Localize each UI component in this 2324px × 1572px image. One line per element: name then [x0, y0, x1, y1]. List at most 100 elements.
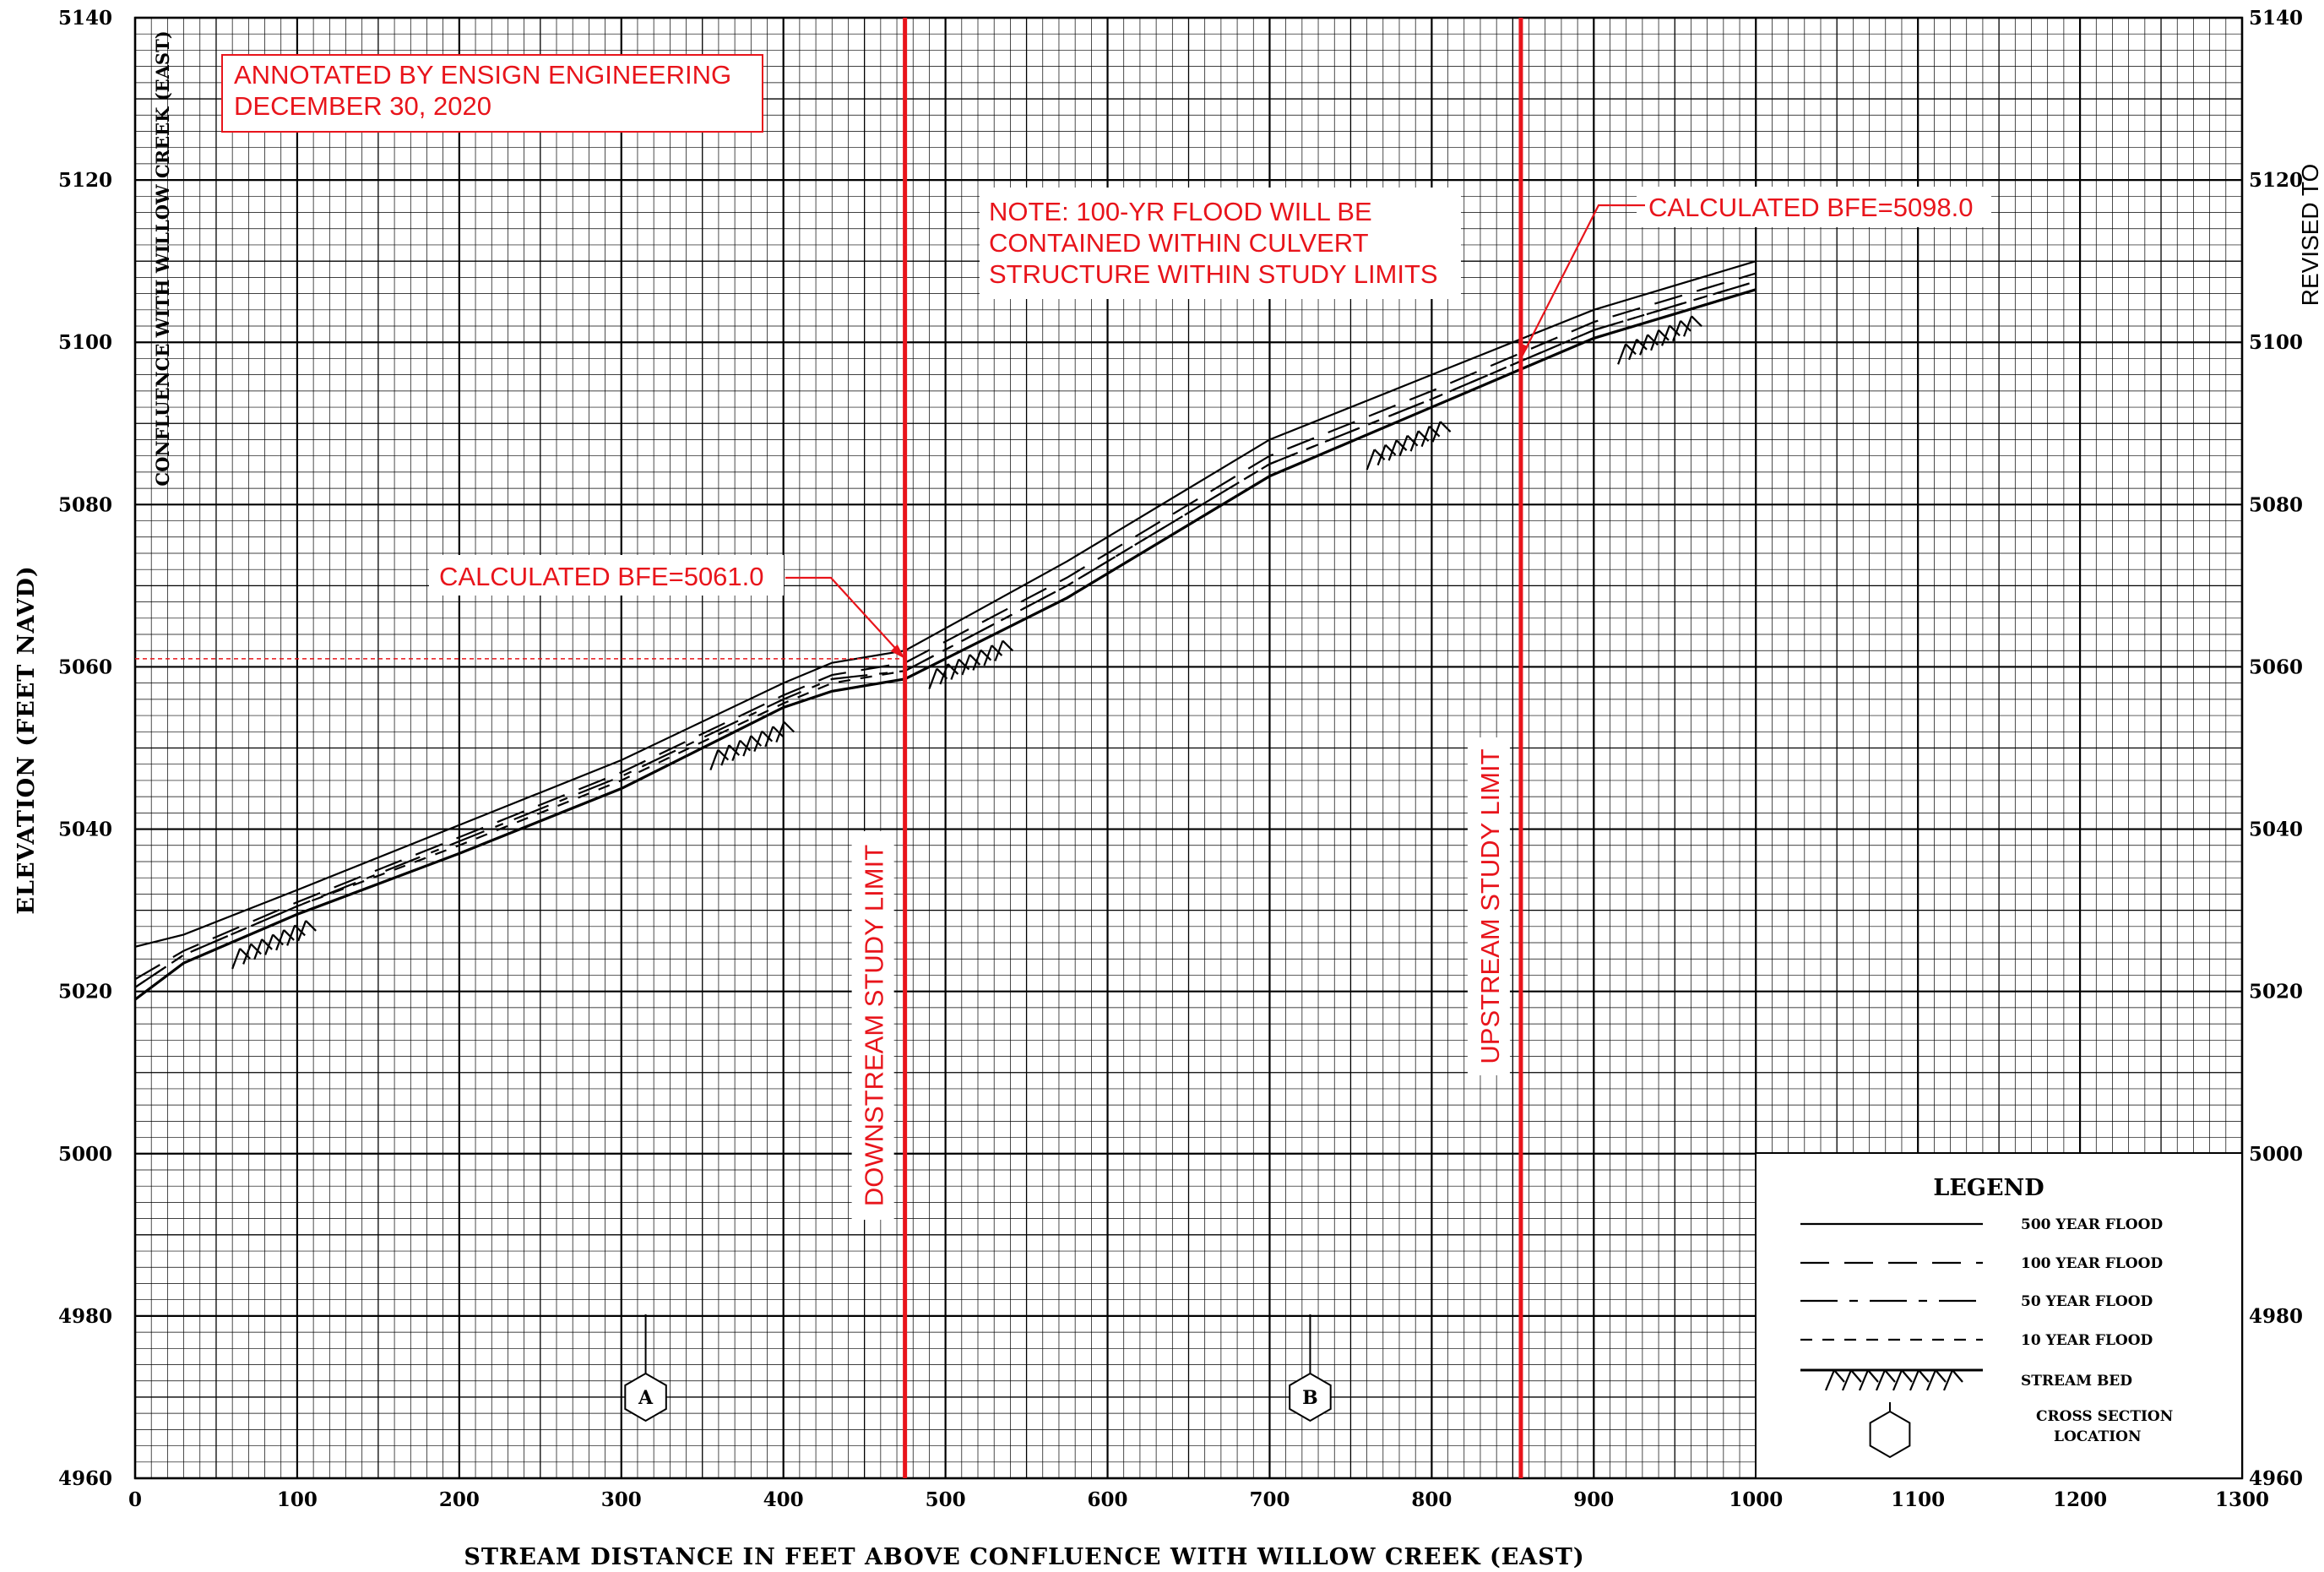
hatch-stroke — [936, 667, 948, 680]
hatch-stroke — [1376, 444, 1387, 466]
stamp-line2: DECEMBER 30, 2020 — [234, 91, 491, 121]
y-axis-title: ELEVATION (FEET NAVD) — [14, 565, 40, 914]
right-y-tick-label: 5060 — [2249, 655, 2303, 678]
note-line1: NOTE: 100-YR FLOOD WILL BE — [989, 197, 1372, 226]
legend-label: 100 YEAR FLOOD — [2021, 1255, 2163, 1272]
bfe-leader — [1519, 204, 1645, 359]
hatch-stroke — [1373, 449, 1386, 460]
cross-section-hexagon — [1869, 1410, 1911, 1459]
cross-section-b: B — [1289, 1314, 1332, 1422]
hatch-stroke — [253, 938, 263, 960]
culvert-note: NOTE: 100-YR FLOOD WILL BE CONTAINED WIT… — [980, 188, 1461, 299]
hatch-stroke — [1650, 329, 1660, 351]
hatch-stroke — [305, 920, 317, 932]
legend-hatch — [1824, 1369, 1836, 1391]
right-y-tick-label: 4980 — [2249, 1305, 2303, 1328]
bed-hatch — [709, 721, 795, 770]
legend-label: 500 YEAR FLOOD — [2021, 1216, 2163, 1233]
hatch-stroke — [742, 735, 752, 757]
hatch-stroke — [1384, 443, 1397, 456]
study-limit-label-bg — [851, 831, 894, 1220]
x-tick-label: 400 — [763, 1488, 804, 1511]
plot-frame — [133, 16, 2244, 1480]
x-tick-label: 100 — [277, 1488, 318, 1511]
hatch-stroke — [969, 654, 981, 666]
hatch-stroke — [928, 668, 938, 689]
hatch-stroke — [1398, 435, 1409, 457]
hatch-stroke — [1658, 329, 1670, 341]
bed-hatch — [1617, 315, 1702, 365]
hatch-stroke — [950, 659, 960, 680]
confluence-label: CONFLUENCE WITH WILLOW CREEK (EAST) — [152, 30, 173, 486]
legend-hatch — [1925, 1369, 1937, 1391]
hatch-stroke — [275, 929, 285, 951]
x-tick-label: 0 — [128, 1488, 142, 1511]
bed-hatch — [231, 920, 317, 970]
cross-section-label: B — [1302, 1387, 1318, 1409]
hatch-stroke — [753, 731, 763, 752]
series-10-year-flood — [134, 280, 1757, 988]
legend-hatch — [1942, 1369, 1954, 1391]
hatch-stroke — [286, 925, 296, 946]
cross-section-a: A — [624, 1314, 667, 1422]
hatch-stroke — [775, 721, 785, 742]
y-tick-label: 5000 — [58, 1143, 112, 1166]
legend-hatch — [1909, 1369, 1920, 1391]
bfe-markers: CALCULATED BFE=5061.0 CALCULATED BFE=5098… — [135, 187, 1991, 660]
hatch-stroke — [242, 944, 252, 965]
series-100-year-flood — [134, 272, 1757, 981]
legend: LEGEND 500 YEAR FLOOD 100 YEAR FLOOD 50 YE… — [1755, 1152, 2243, 1479]
legend-hatch — [1858, 1369, 1870, 1391]
y-tick-label: 5140 — [58, 7, 112, 30]
legend-item-500-year-flood: 500 YEAR FLOOD — [1800, 1216, 2163, 1233]
hatch-stroke — [939, 663, 949, 685]
hatch-stroke — [1409, 430, 1420, 452]
hatch-stroke — [1387, 439, 1398, 461]
hatch-stroke — [739, 739, 752, 752]
series-500-year-flood — [134, 260, 1757, 948]
hatch-stroke — [264, 934, 274, 955]
legend-label-line2: LOCATION — [2054, 1428, 2142, 1445]
x-tick-label: 1200 — [2053, 1488, 2107, 1511]
hatch-stroke — [1683, 315, 1693, 337]
hatch-stroke — [717, 748, 730, 761]
x-tick-label: 1100 — [1891, 1488, 1945, 1511]
hatch-stroke — [1636, 339, 1648, 351]
legend-hatch — [1833, 1369, 1845, 1383]
hatch-stroke — [297, 920, 307, 942]
hatch-stroke — [731, 740, 741, 761]
hatch-stroke — [1617, 343, 1627, 365]
hatch-stroke — [1691, 315, 1702, 328]
legend-label: 10 YEAR FLOOD — [2021, 1332, 2153, 1349]
hatch-stroke — [991, 645, 1003, 656]
hatch-stroke — [1395, 439, 1408, 451]
bfe-label-bg — [429, 555, 784, 596]
x-tick-label: 300 — [601, 1488, 642, 1511]
hatch-stroke — [1680, 320, 1691, 332]
hatch-stroke — [709, 749, 719, 770]
x-tick-label: 1000 — [1729, 1488, 1783, 1511]
legend-label: 50 YEAR FLOOD — [2021, 1293, 2153, 1310]
hatch-stroke — [1439, 421, 1452, 432]
hatch-stroke — [294, 924, 306, 937]
hatch-stroke — [720, 744, 730, 766]
legend-hatch — [1901, 1369, 1913, 1383]
legend-hatch — [1892, 1369, 1903, 1391]
y-tick-label: 5040 — [58, 819, 112, 841]
x-tick-label: 800 — [1411, 1488, 1452, 1511]
y-tick-label: 4980 — [58, 1305, 112, 1328]
cross-section-hexagon — [624, 1372, 667, 1422]
study-limit-label-bg — [1467, 737, 1510, 1075]
right-y-tick-label: 5040 — [2249, 819, 2303, 841]
x-tick-label: 700 — [1249, 1488, 1290, 1511]
legend-hatch — [1875, 1369, 1887, 1391]
bfe-label-bg — [1637, 187, 1991, 227]
bed-hatch — [928, 639, 1014, 689]
legend-item-10-year-flood: 10 YEAR FLOOD — [1800, 1332, 2153, 1349]
hatch-stroke — [961, 654, 971, 676]
hatch-stroke — [947, 663, 959, 675]
bfe-arrowhead — [1518, 342, 1529, 359]
hatch-stroke — [1417, 430, 1430, 442]
legend-label: STREAM BED — [2021, 1373, 2132, 1390]
